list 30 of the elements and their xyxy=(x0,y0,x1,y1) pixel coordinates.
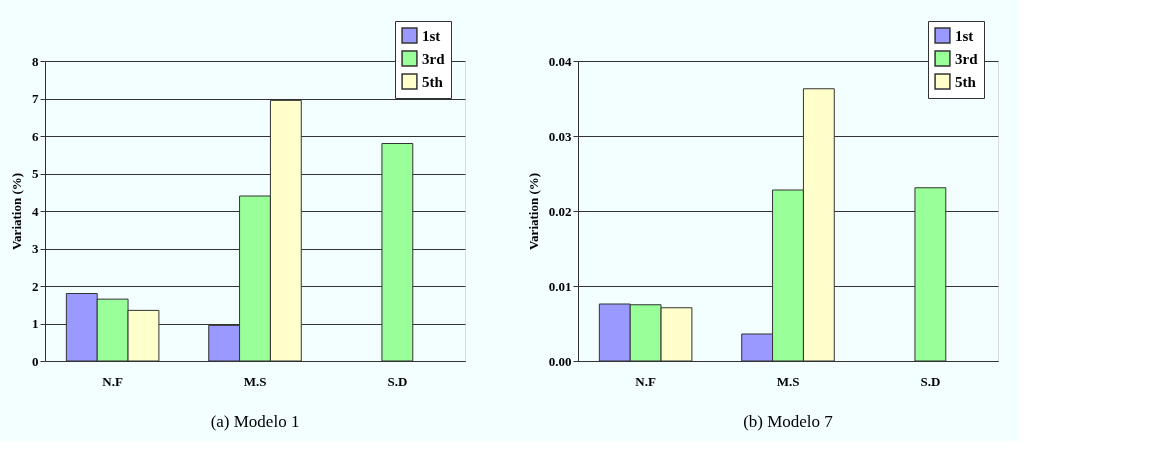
x-tick-label: N.F xyxy=(635,373,656,389)
y-tick-label: 6 xyxy=(32,128,39,144)
x-tick-label: S.D xyxy=(920,373,941,389)
y-tick-label: 0.00 xyxy=(548,353,572,369)
y-tick-label: 0.02 xyxy=(548,203,572,219)
x-tick-label: M.S xyxy=(243,373,267,389)
legend-label: 3rd xyxy=(422,50,446,67)
y-tick-label: 1 xyxy=(32,316,39,331)
text: (a) Modelo 1 xyxy=(210,412,300,431)
x-tick-label: S.D xyxy=(387,373,408,389)
legend-label: 3rd xyxy=(955,50,979,67)
y-tick-label: 2 xyxy=(32,278,39,294)
y-tick-label: 0.03 xyxy=(548,128,572,144)
legend-label: 5th xyxy=(422,73,444,90)
y-tick-label: 8 xyxy=(32,53,39,69)
y-tick-label: 7 xyxy=(32,91,39,106)
legend-label: 1st xyxy=(955,27,974,44)
y-axis-title: Variation (%) xyxy=(525,172,541,251)
y-tick-label: 0.04 xyxy=(548,53,572,69)
y-tick-label: 0 xyxy=(32,353,39,369)
legend-label: 5th xyxy=(955,73,977,90)
y-tick-label: 3 xyxy=(32,241,39,256)
x-tick-label: M.S xyxy=(776,373,800,389)
y-tick-label: 5 xyxy=(32,166,39,181)
y-axis-title: Variation (%) xyxy=(9,172,24,251)
legend-label: 1st xyxy=(422,27,441,44)
y-tick-label: 0.01 xyxy=(548,278,572,294)
text: (b) Modelo 7 xyxy=(743,412,834,431)
y-tick-label: 4 xyxy=(32,203,39,219)
x-tick-label: N.F xyxy=(102,373,123,389)
